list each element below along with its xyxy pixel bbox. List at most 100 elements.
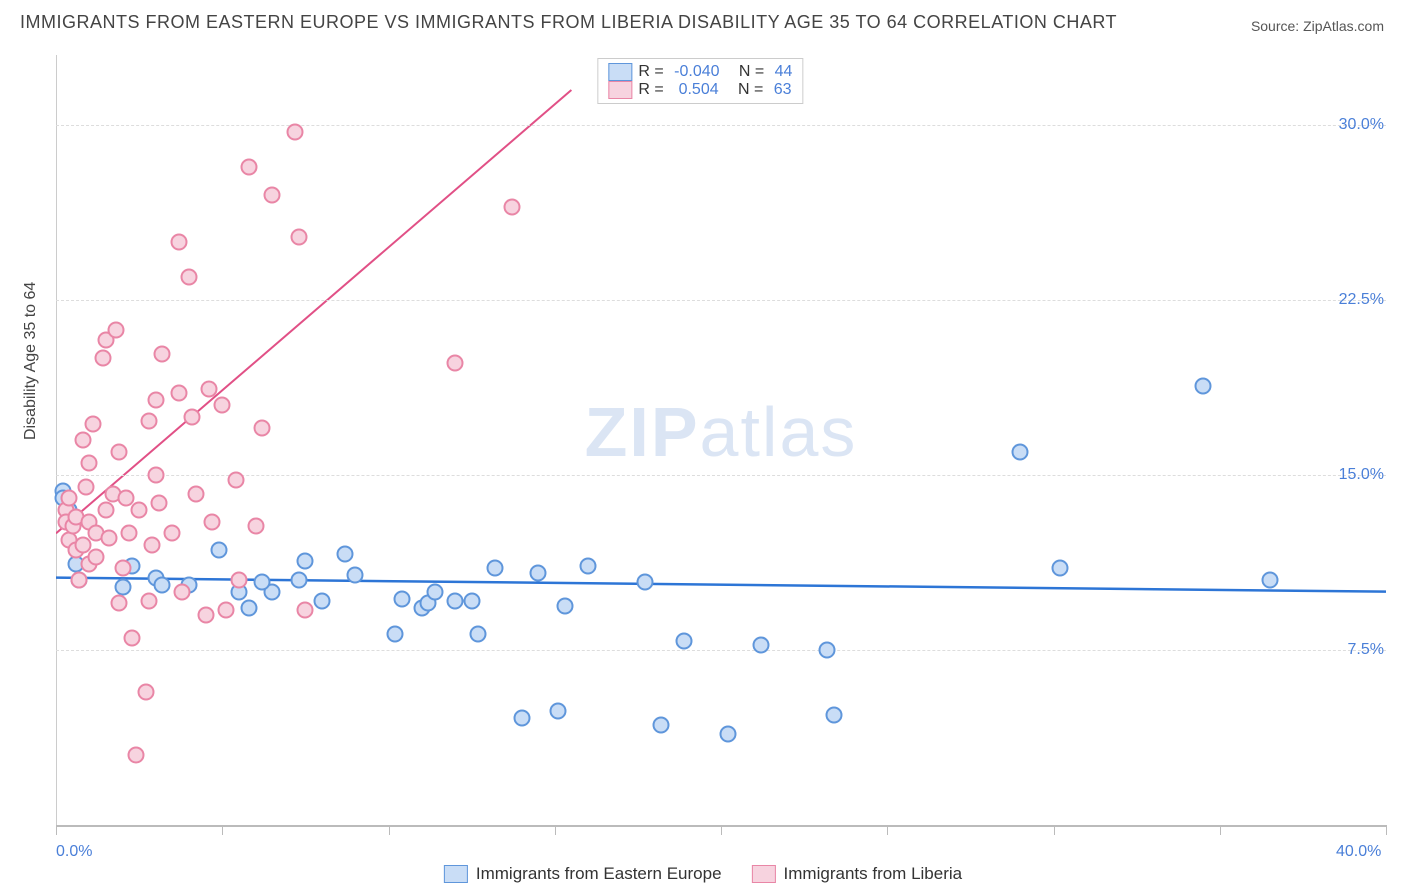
data-point [314,593,331,610]
data-point [147,392,164,409]
data-point [254,574,271,591]
data-point [94,350,111,367]
data-point [254,420,271,437]
x-axis-min-label: 0.0% [56,843,92,861]
data-point [137,684,154,701]
data-point [819,642,836,659]
gridline [56,650,1386,651]
legend-label: Immigrants from Liberia [784,864,963,884]
data-point [550,702,567,719]
legend-item-1: Immigrants from Liberia [752,864,963,884]
data-point [486,560,503,577]
data-point [107,322,124,339]
legend-stats-row-1: R = 0.504 N = 63 [608,81,792,99]
source-attribution: Source: ZipAtlas.com [1251,18,1384,34]
data-point [127,747,144,764]
data-point [347,567,364,584]
data-point [636,574,653,591]
y-tick-label: 22.5% [1339,291,1386,309]
data-point [181,268,198,285]
data-point [81,455,98,472]
gridline [56,475,1386,476]
data-point [290,229,307,246]
data-point [1261,572,1278,589]
data-point [247,518,264,535]
data-point [61,490,78,507]
x-tick [222,825,223,835]
legend-stats: R = -0.040 N = 44 R = 0.504 N = 63 [597,58,803,104]
y-axis-label: Disability Age 35 to 64 [22,282,40,440]
x-tick [389,825,390,835]
data-point [154,576,171,593]
data-point [121,525,138,542]
data-point [164,525,181,542]
data-point [214,397,231,414]
data-point [556,597,573,614]
legend-bottom: Immigrants from Eastern Europe Immigrant… [444,864,962,884]
data-point [447,593,464,610]
data-point [447,355,464,372]
data-point [1052,560,1069,577]
data-point [184,408,201,425]
x-tick [1386,825,1387,835]
data-point [297,553,314,570]
data-point [141,413,158,430]
data-point [719,726,736,743]
data-point [470,625,487,642]
data-point [826,707,843,724]
x-tick [56,825,57,835]
x-axis-max-label: 40.0% [1336,843,1381,861]
x-tick [1054,825,1055,835]
legend-item-0: Immigrants from Eastern Europe [444,864,722,884]
legend-swatch-0 [608,63,632,81]
y-tick-label: 30.0% [1339,116,1386,134]
data-point [530,565,547,582]
data-point [187,485,204,502]
data-point [290,572,307,589]
data-point [197,607,214,624]
legend-swatch-1 [608,81,632,99]
scatter-plot: ZIPatlas R = -0.040 N = 44 R = 0.504 N =… [56,55,1386,827]
data-point [147,467,164,484]
legend-swatch-icon [752,865,776,883]
gridline [56,125,1386,126]
data-point [144,537,161,554]
data-point [463,593,480,610]
data-point [580,558,597,575]
y-axis-rule [56,55,57,825]
data-point [204,513,221,530]
data-point [264,187,281,204]
data-point [287,124,304,141]
data-point [240,159,257,176]
data-point [171,233,188,250]
data-point [1012,443,1029,460]
data-point [141,593,158,610]
x-tick [721,825,722,835]
data-point [71,572,88,589]
data-point [200,380,217,397]
y-tick-label: 7.5% [1348,641,1386,659]
data-point [240,600,257,617]
data-point [297,602,314,619]
data-point [230,572,247,589]
legend-label: Immigrants from Eastern Europe [476,864,722,884]
data-point [210,541,227,558]
data-point [217,602,234,619]
data-point [151,495,168,512]
x-tick [555,825,556,835]
data-point [653,716,670,733]
data-point [337,546,354,563]
data-point [171,385,188,402]
data-point [111,595,128,612]
watermark: ZIPatlas [585,392,858,472]
x-tick [1220,825,1221,835]
data-point [676,632,693,649]
legend-swatch-icon [444,865,468,883]
data-point [97,502,114,519]
data-point [124,630,141,647]
legend-stats-row-0: R = -0.040 N = 44 [608,63,792,81]
data-point [74,432,91,449]
data-point [1195,378,1212,395]
data-point [114,560,131,577]
data-point [387,625,404,642]
